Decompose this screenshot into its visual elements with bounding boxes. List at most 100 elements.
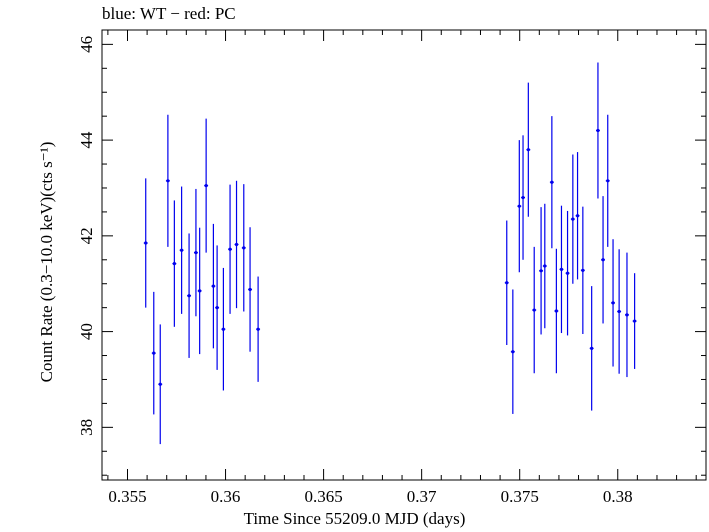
data-point: [193, 188, 198, 317]
point-marker: [539, 269, 543, 273]
data-point: [605, 114, 610, 247]
y-tick-label: 46: [77, 36, 96, 53]
y-tick-label: 42: [77, 227, 96, 244]
point-marker: [550, 180, 554, 184]
point-marker: [517, 204, 521, 208]
data-point: [575, 152, 580, 280]
point-marker: [228, 247, 232, 251]
data-point: [517, 140, 522, 273]
point-marker: [611, 301, 615, 305]
point-marker: [234, 242, 239, 247]
x-axis-label: Time Since 55209.0 MJD (days): [243, 509, 466, 528]
data-point: [510, 289, 515, 414]
point-marker: [215, 306, 219, 310]
data-point: [632, 273, 637, 369]
point-marker: [575, 214, 580, 218]
data-point: [559, 205, 564, 334]
point-marker: [606, 179, 610, 183]
point-marker: [543, 264, 547, 268]
y-axis-label: Count Rate (0.3−10.0 keV)(cts s⁻¹): [37, 141, 56, 383]
data-point: [611, 239, 616, 367]
point-marker: [256, 327, 260, 331]
data-point: [179, 186, 184, 314]
point-marker: [559, 267, 564, 271]
point-marker: [511, 350, 515, 354]
data-point: [211, 223, 216, 349]
point-marker: [198, 289, 202, 293]
point-marker: [144, 241, 148, 245]
data-point: [504, 220, 509, 345]
data-point: [143, 178, 148, 308]
data-point: [521, 135, 525, 260]
data-point: [151, 291, 156, 415]
point-marker: [166, 179, 170, 183]
data-point: [187, 233, 192, 358]
point-marker: [204, 183, 208, 188]
point-marker: [596, 128, 600, 133]
data-point: [228, 184, 233, 314]
x-tick-label: 0.38: [603, 487, 633, 506]
point-marker: [211, 284, 215, 288]
point-marker: [590, 346, 594, 350]
point-marker: [248, 287, 252, 292]
y-tick-label: 38: [77, 419, 96, 436]
point-marker: [521, 195, 525, 200]
point-marker: [194, 251, 198, 255]
point-marker: [172, 262, 176, 266]
point-marker: [180, 248, 184, 252]
data-point: [532, 246, 537, 374]
data-point: [165, 114, 170, 247]
data-point: [204, 118, 209, 253]
y-tick-label: 40: [77, 323, 96, 340]
point-marker: [221, 327, 225, 331]
data-point: [221, 267, 226, 391]
data-point: [526, 82, 531, 217]
point-marker: [526, 148, 530, 152]
data-point: [565, 210, 570, 336]
data-point: [172, 200, 177, 327]
data-point: [549, 116, 554, 249]
data-point: [241, 184, 246, 312]
data-point: [595, 62, 600, 199]
x-tick-label: 0.375: [501, 487, 539, 506]
data-point: [570, 154, 575, 284]
data-points: [143, 62, 637, 445]
data-point: [617, 249, 622, 374]
point-marker: [633, 319, 637, 323]
point-marker: [532, 308, 536, 312]
x-tick-label: 0.37: [407, 487, 437, 506]
x-tick-label: 0.36: [211, 487, 241, 506]
axis-ticks: 0.355 0.36 0.365 0.37 0.375 0.38 38 40 42 44 46: [77, 30, 706, 506]
y-tick-label: 44: [77, 131, 96, 149]
data-point: [625, 252, 629, 378]
x-tick-label: 0.355: [108, 487, 146, 506]
data-point: [158, 324, 163, 445]
data-point: [542, 203, 547, 329]
data-point: [601, 196, 606, 324]
data-point: [580, 206, 585, 334]
data-point: [215, 245, 220, 370]
point-marker: [152, 351, 156, 355]
point-marker: [601, 258, 605, 262]
point-marker: [625, 313, 629, 317]
x-tick-label: 0.365: [304, 487, 342, 506]
point-marker: [617, 309, 621, 314]
point-marker: [187, 294, 191, 298]
point-marker: [242, 246, 246, 250]
data-point: [554, 248, 559, 374]
point-marker: [554, 309, 558, 313]
data-point: [197, 227, 202, 355]
data-point: [234, 180, 239, 309]
point-marker: [158, 382, 162, 386]
point-marker: [505, 281, 509, 285]
data-point: [248, 227, 253, 352]
data-point: [539, 207, 544, 335]
point-marker: [565, 271, 570, 275]
point-marker: [581, 268, 585, 272]
plot-frame: [101, 29, 707, 481]
data-point: [256, 276, 261, 382]
data-point: [589, 286, 594, 411]
point-marker: [571, 217, 575, 221]
chart-title: blue: WT − red: PC: [102, 4, 236, 23]
